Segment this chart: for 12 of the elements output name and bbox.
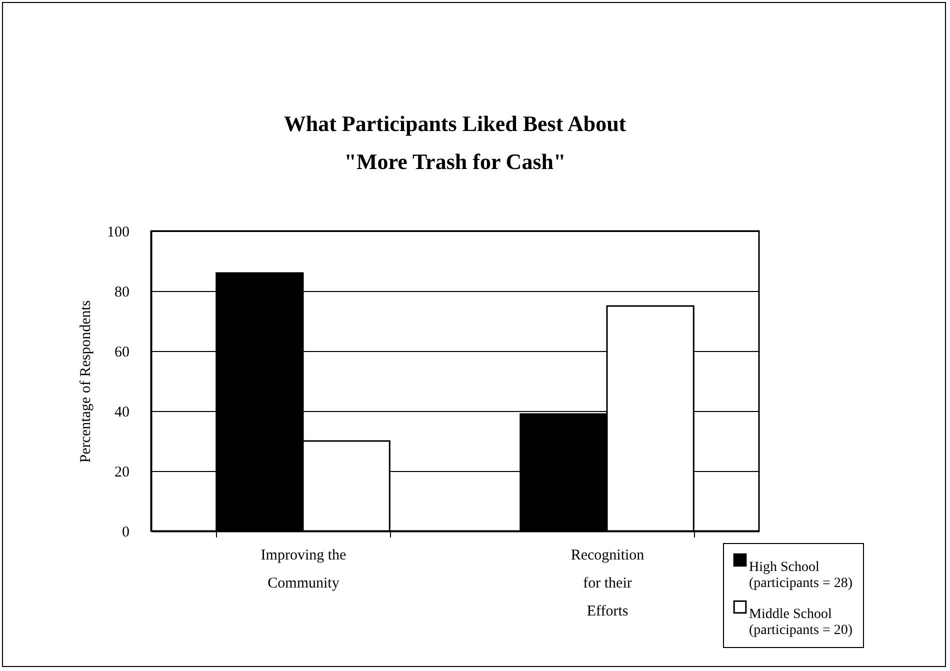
y-tick-label: 60	[114, 344, 130, 360]
y-tick-label: 0	[122, 524, 130, 540]
legend-label: Middle School (participants = 20)	[749, 607, 853, 638]
x-tick-label: Improving the Community	[260, 548, 347, 592]
x-tick-label: Recognition for their Efforts	[570, 548, 645, 620]
y-tick-label: 100	[107, 224, 130, 240]
y-tick-label: 20	[114, 464, 130, 480]
chart-title: What Participants Liked Best About "More Trash for Cash"	[284, 111, 627, 174]
y-tick-label: 40	[114, 404, 130, 420]
y-axis-title: Percentage of Respondents	[78, 300, 94, 463]
legend-label: High School (participants = 28)	[749, 560, 853, 591]
y-tick-label: 80	[114, 284, 130, 300]
